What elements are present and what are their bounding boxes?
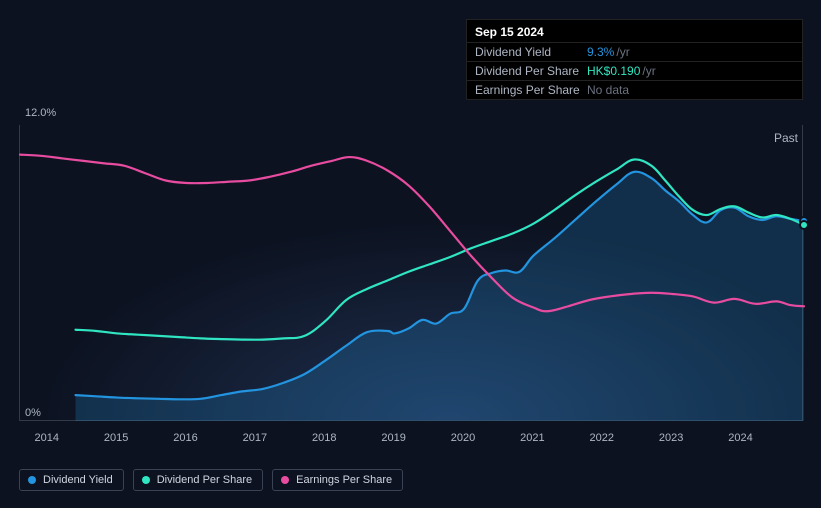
tooltip-row-label: Dividend Yield [475,45,587,59]
x-tick-label: 2024 [728,432,752,444]
x-axis: 2014 2015 2016 2017 2018 2019 2020 2021 2022 2023… [19,432,803,450]
tooltip-row-unit: /yr [642,64,655,78]
y-axis-max-label: 12.0% [25,107,56,119]
tooltip-row-value: HK$0.190 [587,64,640,78]
info-tooltip: Sep 15 2024 Dividend Yield9.3%/yrDividen… [466,19,803,100]
x-tick-label: 2017 [243,432,267,444]
chart-plot-area[interactable] [19,125,803,421]
legend: Dividend Yield Dividend Per Share Earnings… [19,469,403,491]
legend-item[interactable]: Dividend Per Share [133,469,263,491]
legend-dot-icon [281,476,289,484]
tooltip-row-unit: /yr [616,45,629,59]
legend-label: Dividend Per Share [157,474,252,486]
x-tick-label: 2018 [312,432,336,444]
x-tick-label: 2023 [659,432,683,444]
x-tick-label: 2019 [381,432,405,444]
tooltip-row-label: Earnings Per Share [475,83,587,97]
legend-item[interactable]: Dividend Yield [19,469,124,491]
x-tick-label: 2022 [590,432,614,444]
tooltip-row-dividend-yield: Dividend Yield9.3%/yr [467,42,802,61]
series-endpoint-dividend_per_share [799,220,809,230]
legend-dot-icon [142,476,150,484]
x-tick-label: 2015 [104,432,128,444]
legend-dot-icon [28,476,36,484]
tooltip-row-value: No data [587,83,629,97]
tooltip-row-value: 9.3% [587,45,614,59]
legend-item[interactable]: Earnings Per Share [272,469,403,491]
tooltip-row-earnings-per-share: Earnings Per ShareNo data [467,80,802,99]
tooltip-date: Sep 15 2024 [467,20,802,42]
tooltip-row-dividend-per-share: Dividend Per ShareHK$0.190/yr [467,61,802,80]
x-tick-label: 2016 [173,432,197,444]
tooltip-row-label: Dividend Per Share [475,64,587,78]
x-tick-label: 2014 [35,432,59,444]
legend-label: Dividend Yield [43,474,113,486]
x-tick-label: 2021 [520,432,544,444]
x-tick-label: 2020 [451,432,475,444]
legend-label: Earnings Per Share [296,474,392,486]
